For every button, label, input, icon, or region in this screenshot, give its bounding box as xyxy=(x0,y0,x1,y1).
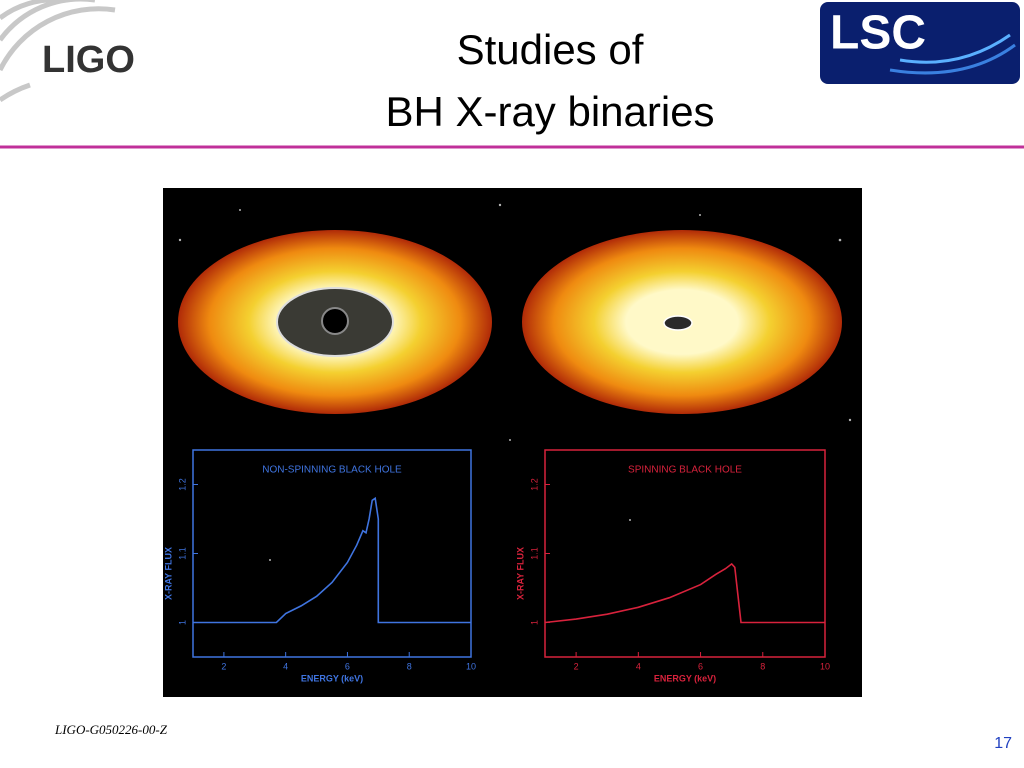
y-tick-label: 1.2 xyxy=(529,478,539,491)
footer: LIGO-G050226-00-Z xyxy=(54,722,168,737)
x-tick-label: 10 xyxy=(820,661,830,671)
figure xyxy=(163,188,862,697)
x-tick-label: 2 xyxy=(221,661,226,671)
chart: NON-SPINNING BLACK HOLE 2 4 6 8 10 1 1.1 1.2 ENER… xyxy=(163,449,476,683)
x-tick-label: 10 xyxy=(466,661,476,671)
page-number: 17 xyxy=(994,735,1012,752)
x-tick-label: 2 xyxy=(574,661,579,671)
x-tick-label: 8 xyxy=(407,661,412,671)
chart-title: SPINNING BLACK HOLE xyxy=(628,465,742,476)
y-tick-label: 1.1 xyxy=(529,547,539,560)
logo-text: LSC xyxy=(830,7,926,60)
logo-text: LIGO xyxy=(42,39,135,81)
x-tick-label: 4 xyxy=(283,661,288,671)
y-tick-label: 1 xyxy=(177,620,187,625)
y-tick-label: 1.2 xyxy=(177,478,187,491)
y-tick-label: 1 xyxy=(529,620,539,625)
lsc-logo: LSC xyxy=(820,2,1020,84)
y-axis-label: X-RAY FLUX xyxy=(163,547,173,600)
x-tick-label: 4 xyxy=(636,661,641,671)
x-tick-label: 6 xyxy=(698,661,703,671)
x-axis-label: ENERGY (keV) xyxy=(654,673,716,683)
data-line xyxy=(544,562,825,624)
x-tick-label: 6 xyxy=(345,661,350,671)
y-tick-label: 1.1 xyxy=(177,547,187,560)
data-line xyxy=(193,496,471,624)
x-axis-label: ENERGY (keV) xyxy=(301,673,363,683)
chart: SPINNING BLACK HOLE 2 4 6 8 10 1 1.1 1.2 ENERGY (… xyxy=(515,449,830,683)
chart-title: NON-SPINNING BLACK HOLE xyxy=(262,465,402,476)
title: BH X-ray binaries xyxy=(385,88,714,135)
y-axis-label: X-RAY FLUX xyxy=(515,547,525,600)
ligo-logo: LIGO xyxy=(0,0,135,103)
title: Studies of xyxy=(457,26,644,73)
x-tick-label: 8 xyxy=(760,661,765,671)
